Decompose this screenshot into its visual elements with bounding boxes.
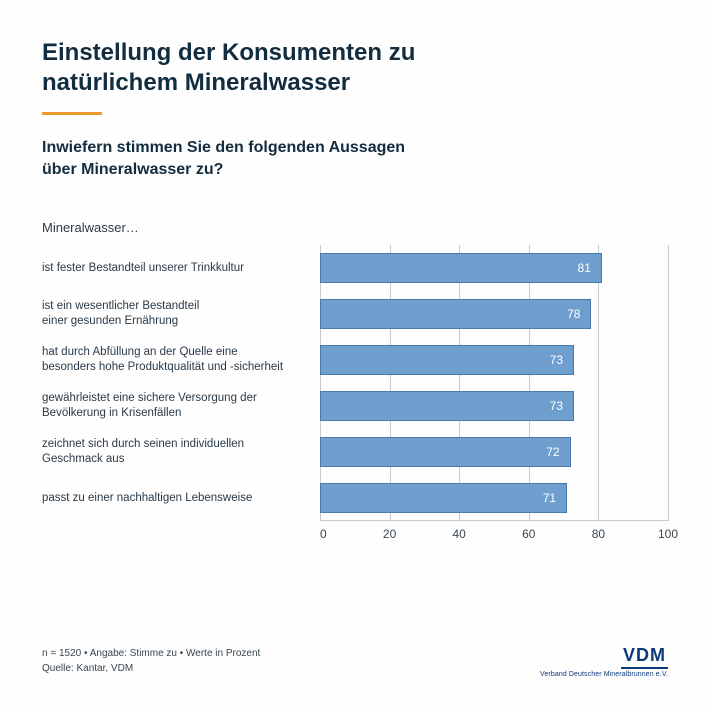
chart-bar-value: 73 bbox=[550, 353, 563, 367]
chart-labels-column: ist fester Bestandteil unserer Trinkkult… bbox=[42, 245, 320, 549]
chart-label-row: gewährleistet eine sichere Versorgung de… bbox=[42, 383, 320, 429]
chart-x-tick: 100 bbox=[658, 527, 678, 541]
vdm-logo-text: VDM bbox=[621, 645, 668, 669]
chart-bar-value: 72 bbox=[546, 445, 559, 459]
chart-bar-row: 71 bbox=[320, 475, 668, 521]
chart-bar-value: 78 bbox=[567, 307, 580, 321]
subtitle: Inwiefern stimmen Sie den folgenden Auss… bbox=[42, 137, 668, 180]
chart-label-row: zeichnet sich durch seinen individuellen… bbox=[42, 429, 320, 475]
chart-label-row: passt zu einer nachhaltigen Lebensweise bbox=[42, 475, 320, 521]
accent-divider bbox=[42, 112, 102, 115]
footer-line-2: Quelle: Kantar, VDM bbox=[42, 663, 133, 674]
chart-bar-label: ist fester Bestandteil unserer Trinkkult… bbox=[42, 261, 252, 276]
chart-bar: 72 bbox=[320, 437, 571, 467]
title-line-2: natürlichem Mineralwasser bbox=[42, 69, 350, 96]
chart-bar-row: 78 bbox=[320, 291, 668, 337]
vdm-logo-subtext: Verband Deutscher Mineralbrunnen e.V. bbox=[540, 671, 668, 678]
chart-bar-label: gewährleistet eine sichere Versorgung de… bbox=[42, 391, 265, 421]
chart-x-tick: 60 bbox=[522, 527, 535, 541]
chart-x-tick: 40 bbox=[453, 527, 466, 541]
chart-bar-row: 81 bbox=[320, 245, 668, 291]
chart-label-row: ist ein wesentlicher Bestandteileiner ge… bbox=[42, 291, 320, 337]
chart-x-tick: 80 bbox=[592, 527, 605, 541]
chart-bar: 78 bbox=[320, 299, 591, 329]
chart-bar-label: hat durch Abfüllung an der Quelle einebe… bbox=[42, 345, 291, 375]
chart-bar-value: 71 bbox=[543, 491, 556, 505]
chart-bar: 81 bbox=[320, 253, 602, 283]
chart-bar: 73 bbox=[320, 345, 574, 375]
chart-bar: 73 bbox=[320, 391, 574, 421]
chart-baseline bbox=[320, 520, 668, 521]
chart-bar-label: zeichnet sich durch seinen individuellen… bbox=[42, 437, 252, 467]
chart-plot-column: 817873737271 020406080100 bbox=[320, 245, 668, 549]
chart-bar-row: 73 bbox=[320, 383, 668, 429]
chart-label-row: ist fester Bestandteil unserer Trinkkult… bbox=[42, 245, 320, 291]
chart-bar-label: passt zu einer nachhaltigen Lebensweise bbox=[42, 491, 260, 506]
chart-bar-value: 73 bbox=[550, 399, 563, 413]
vdm-logo: VDM Verband Deutscher Mineralbrunnen e.V… bbox=[540, 645, 668, 678]
subtitle-line-2: über Mineralwasser zu? bbox=[42, 161, 223, 178]
chart-x-tick: 0 bbox=[320, 527, 327, 541]
chart-x-axis: 020406080100 bbox=[320, 527, 668, 549]
bar-chart: ist fester Bestandteil unserer Trinkkult… bbox=[42, 245, 668, 549]
chart-bar: 71 bbox=[320, 483, 567, 513]
footer-line-1: n = 1520 • Angabe: Stimme zu • Werte in … bbox=[42, 648, 260, 659]
chart-bar-row: 72 bbox=[320, 429, 668, 475]
chart-gridline bbox=[668, 245, 669, 521]
chart-lead-label: Mineralwasser… bbox=[42, 220, 668, 235]
chart-bars: 81 78 73 73 72 71 bbox=[320, 245, 668, 521]
chart-x-tick: 20 bbox=[383, 527, 396, 541]
title-line-1: Einstellung der Konsumenten zu bbox=[42, 39, 415, 66]
chart-bar-value: 81 bbox=[578, 261, 591, 275]
chart-bar-row: 73 bbox=[320, 337, 668, 383]
chart-footer: n = 1520 • Angabe: Stimme zu • Werte in … bbox=[42, 646, 260, 676]
chart-plot-area: 81 78 73 73 72 71 bbox=[320, 245, 668, 521]
page-title: Einstellung der Konsumenten zu natürlich… bbox=[42, 38, 668, 98]
subtitle-line-1: Inwiefern stimmen Sie den folgenden Auss… bbox=[42, 139, 405, 156]
chart-bar-label: ist ein wesentlicher Bestandteileiner ge… bbox=[42, 299, 207, 329]
chart-label-row: hat durch Abfüllung an der Quelle einebe… bbox=[42, 337, 320, 383]
